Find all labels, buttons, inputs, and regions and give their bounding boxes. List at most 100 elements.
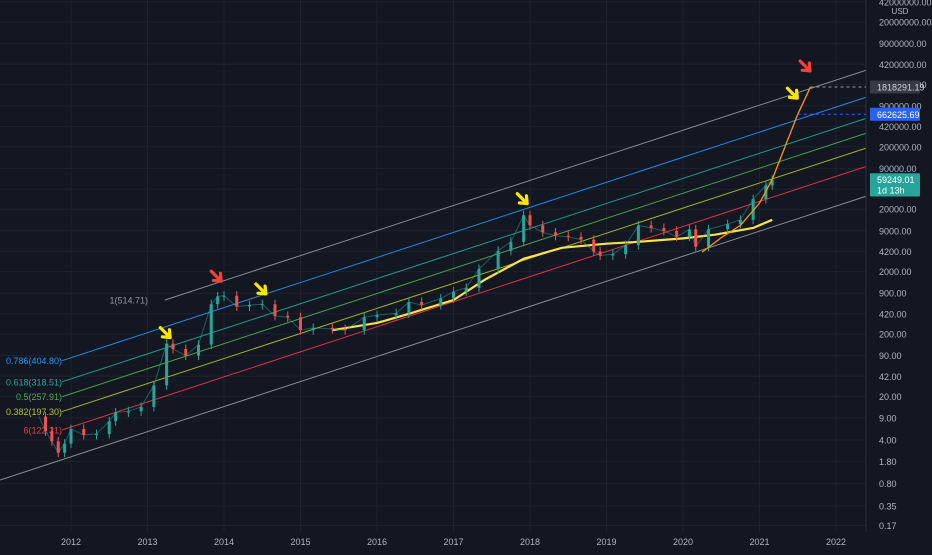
candle-body bbox=[420, 302, 424, 306]
candle-body bbox=[209, 304, 213, 345]
candle-body bbox=[260, 304, 264, 306]
candle-body bbox=[439, 298, 443, 306]
candle-body bbox=[598, 251, 602, 256]
candle-body bbox=[579, 236, 583, 240]
candle-body bbox=[738, 219, 742, 225]
y-tick-label: 200000.00 bbox=[879, 142, 922, 152]
candle-body bbox=[662, 227, 666, 231]
candle-body bbox=[496, 250, 500, 269]
y-tick-label: 42.00 bbox=[879, 372, 902, 382]
price-tag[interactable] bbox=[870, 183, 920, 197]
price-axis[interactable]: USD 42000000.00 20000000.00 9000000.00 4200… bbox=[865, 0, 932, 536]
x-tick-label: 2022 bbox=[826, 537, 846, 547]
candle-body bbox=[611, 254, 615, 256]
y-tick-label: 2000.00 bbox=[879, 267, 912, 277]
candle-body bbox=[592, 239, 596, 252]
candle-body bbox=[362, 317, 366, 331]
y-tick-label: 420000.00 bbox=[879, 122, 922, 132]
y-tick-label: 9000000.00 bbox=[879, 39, 927, 49]
candle-body bbox=[566, 235, 570, 237]
candle-body bbox=[649, 225, 653, 228]
price-tag-text: 1d 13h bbox=[877, 186, 905, 196]
price-series bbox=[38, 175, 774, 458]
y-tick-label: 0.80 bbox=[879, 479, 897, 489]
candle-body bbox=[770, 179, 774, 186]
fib-line[interactable] bbox=[61, 162, 877, 431]
x-tick-label: 2012 bbox=[61, 537, 81, 547]
y-tick-label: 4200000.00 bbox=[879, 60, 927, 70]
x-tick-label: 2015 bbox=[290, 537, 310, 547]
candle-body bbox=[452, 291, 455, 299]
projection-curve bbox=[701, 86, 812, 253]
arrow-marker bbox=[798, 59, 812, 73]
x-tick-label: 2021 bbox=[749, 537, 769, 547]
y-tick-label: 0.17 bbox=[879, 521, 897, 531]
candle-body bbox=[509, 241, 513, 251]
candle-body bbox=[394, 313, 398, 316]
arrow-marker bbox=[209, 269, 223, 283]
candle-body bbox=[751, 199, 755, 220]
candle-body bbox=[522, 215, 526, 242]
fib-levels: 1(514.71) 0.786(404.80) 0.618(318.51) 0.5(2… bbox=[6, 93, 877, 435]
arrow-marker bbox=[254, 282, 268, 296]
y-tick-label: 1.80 bbox=[879, 457, 897, 467]
price-tag[interactable] bbox=[870, 107, 920, 121]
arrows-layer bbox=[158, 59, 812, 340]
y-tick-label: 900.00 bbox=[879, 289, 907, 299]
price-tag[interactable] bbox=[870, 173, 920, 187]
price-tag[interactable] bbox=[870, 80, 920, 94]
x-tick-label: 2014 bbox=[214, 537, 234, 547]
arrow-marker bbox=[515, 192, 529, 206]
candle-body bbox=[114, 412, 118, 422]
candle-body bbox=[624, 245, 628, 255]
candle-body bbox=[464, 287, 468, 292]
candle-body bbox=[56, 441, 60, 453]
candle-body bbox=[197, 344, 200, 356]
candle-body bbox=[95, 433, 98, 436]
price-tag-text: 1818291.19 bbox=[877, 82, 925, 92]
price-line bbox=[38, 179, 773, 454]
candle-body bbox=[707, 229, 710, 247]
y-tick-label: 200.00 bbox=[879, 329, 907, 339]
candle-body bbox=[216, 296, 220, 305]
candle-body bbox=[299, 317, 302, 331]
candle-body bbox=[343, 329, 347, 331]
candle-body bbox=[694, 229, 698, 247]
y-tick-label: 9000.00 bbox=[879, 226, 912, 236]
y-tick-label: 90.00 bbox=[879, 351, 902, 361]
fib-label: 0.5(257.91) bbox=[16, 392, 62, 402]
candle-body bbox=[375, 315, 379, 318]
candle-body bbox=[235, 295, 239, 307]
fib-line[interactable] bbox=[61, 144, 877, 413]
fib-label: 1(514.71) bbox=[109, 296, 148, 306]
candle-body bbox=[330, 327, 334, 330]
x-tick-label: 2013 bbox=[137, 537, 157, 547]
candle-body bbox=[477, 268, 481, 288]
candle-body bbox=[50, 431, 54, 442]
y-tick-label: 20000.00 bbox=[879, 205, 917, 215]
projection-line bbox=[701, 86, 812, 253]
x-tick-label: 2016 bbox=[367, 537, 387, 547]
candle-body bbox=[726, 224, 730, 230]
price-tag-text: 59249.01 bbox=[877, 175, 915, 185]
x-tick-label: 2019 bbox=[596, 537, 616, 547]
candle-body bbox=[107, 421, 111, 434]
fib-line[interactable] bbox=[61, 93, 877, 362]
y-tick-label: 42000000.00 bbox=[879, 0, 932, 7]
candle-body bbox=[171, 343, 175, 349]
candle-body bbox=[222, 295, 226, 297]
candle-body bbox=[528, 215, 532, 226]
y-tick-label: 20.00 bbox=[879, 392, 902, 402]
time-axis[interactable]: 2012 2013 2014 2015 2016 2017 2018 2019 2020 2021… bbox=[0, 532, 932, 550]
x-tick-label: 2018 bbox=[520, 537, 540, 547]
fib-line[interactable] bbox=[164, 66, 877, 301]
fib-line[interactable] bbox=[0, 192, 877, 481]
regression-channel bbox=[0, 66, 877, 481]
fib-line[interactable] bbox=[61, 114, 877, 383]
fib-label: 0.618(318.51) bbox=[6, 377, 62, 387]
candle-body bbox=[541, 225, 545, 233]
candle-body bbox=[636, 225, 640, 246]
